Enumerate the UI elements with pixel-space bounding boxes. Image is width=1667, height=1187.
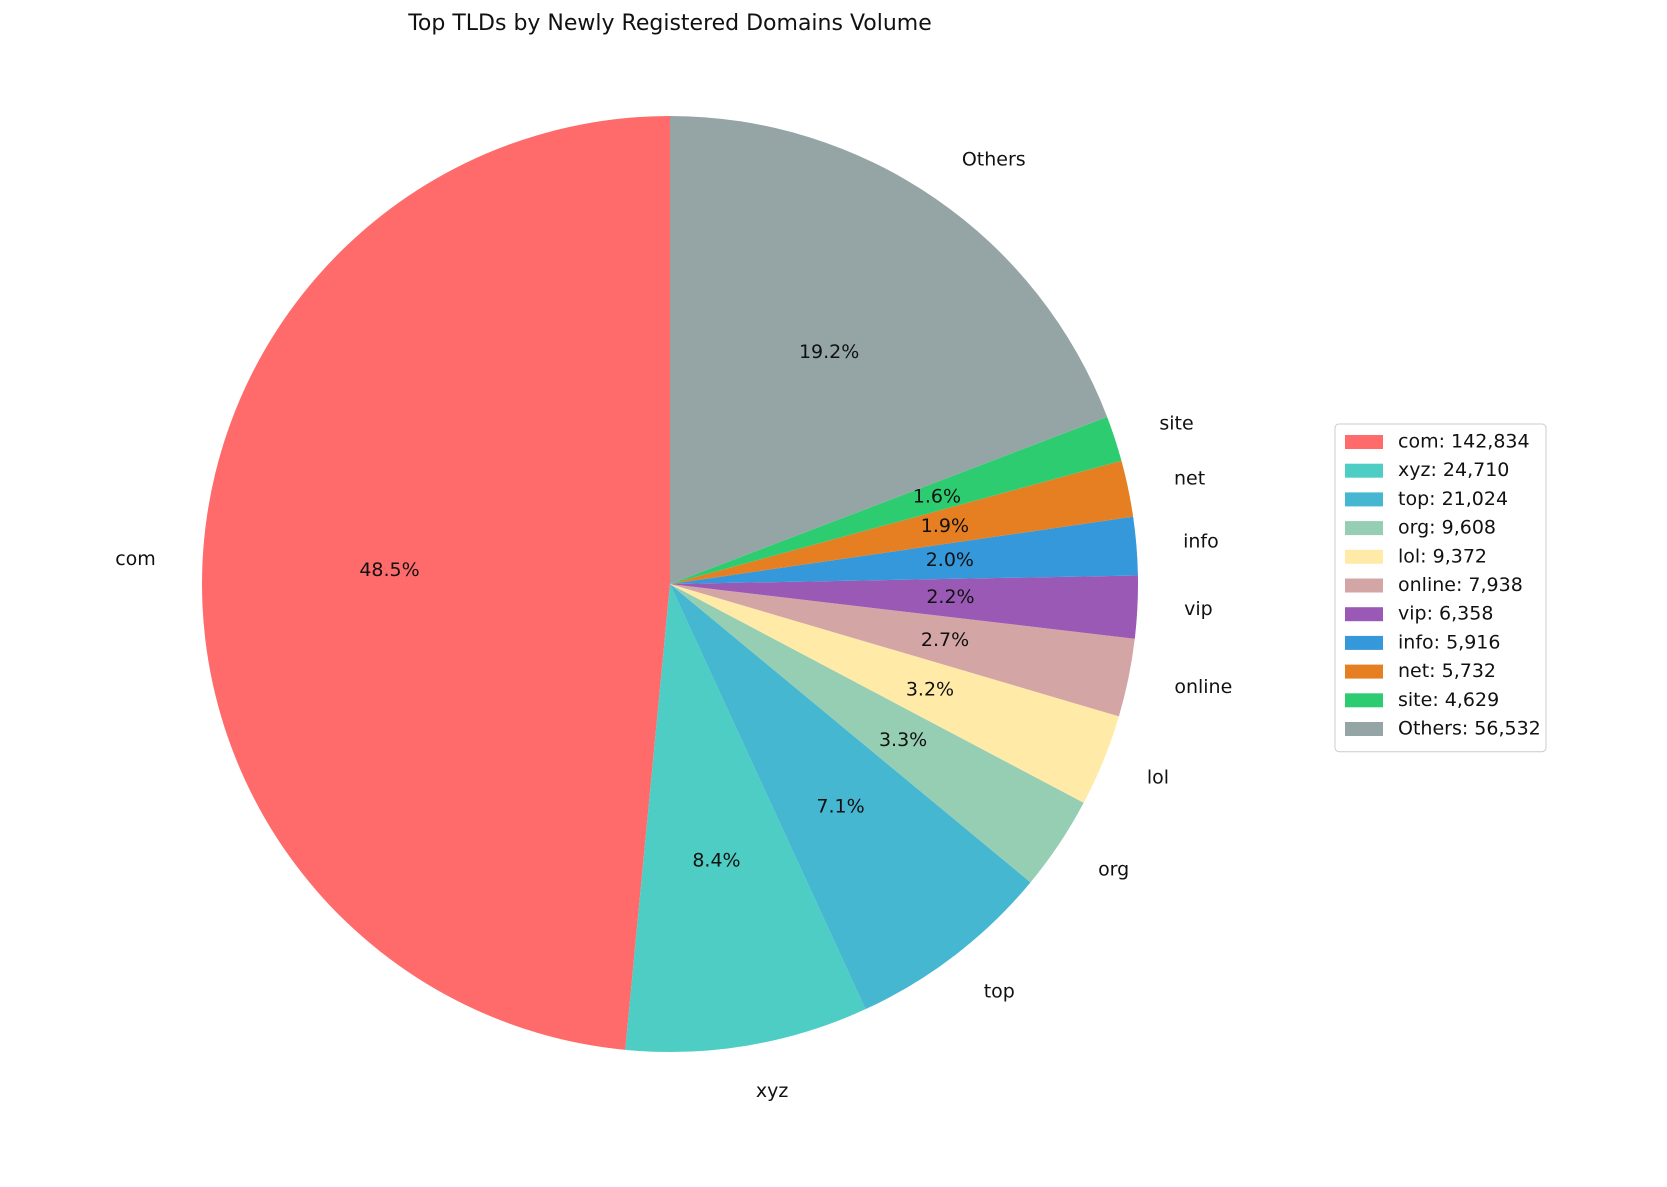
slice-label: vip <box>1184 598 1213 620</box>
percent-label: 3.2% <box>906 679 954 701</box>
pie: com 48.5% xyz 8.4% top 7.1% org 3.3% lol 3.2% onli… <box>115 116 1232 1102</box>
percent-label: 3.3% <box>879 729 927 751</box>
legend-label: org: 9,608 <box>1398 517 1496 539</box>
pie-slice <box>670 584 1119 803</box>
pie-slice <box>670 116 1108 584</box>
legend-label: lol: 9,372 <box>1398 545 1487 567</box>
legend-swatch <box>1345 578 1383 593</box>
legend-label: info: 5,916 <box>1398 631 1500 653</box>
slice-label: info <box>1183 531 1219 553</box>
legend-swatch <box>1345 607 1383 622</box>
legend-swatch <box>1345 521 1383 536</box>
pie-slice <box>670 460 1134 584</box>
percent-label: 7.1% <box>816 796 864 818</box>
percent-label: 1.9% <box>921 515 969 537</box>
slice-label: Others <box>962 148 1026 170</box>
slice-label: org <box>1098 858 1129 880</box>
percent-label: 2.2% <box>926 586 974 608</box>
legend-swatch <box>1345 492 1383 507</box>
pie-slice <box>670 575 1139 639</box>
pie-slice <box>625 584 866 1052</box>
slice-label: lol <box>1147 767 1169 789</box>
percent-label: 2.7% <box>921 629 969 651</box>
legend-swatch <box>1345 693 1383 708</box>
legend-frame <box>1334 423 1547 753</box>
legend-label: online: 7,938 <box>1398 574 1523 596</box>
slice-label: net <box>1174 467 1205 489</box>
slice-label: com <box>115 548 156 570</box>
slice-label: online <box>1174 676 1232 698</box>
percent-label: 2.0% <box>926 549 974 571</box>
legend-swatch <box>1345 664 1383 679</box>
pie-slice <box>670 416 1122 584</box>
legend: com: 142,834 xyz: 24,710 top: 21,024 org: 9… <box>1334 423 1547 753</box>
pie-slice <box>670 584 1031 1010</box>
legend-swatch <box>1345 722 1383 736</box>
percent-label: 19.2% <box>799 341 859 363</box>
percent-label: 48.5% <box>359 559 419 581</box>
pie-slice <box>670 584 1084 883</box>
legend-swatch <box>1345 463 1383 478</box>
legend-label: Others: 56,532 <box>1398 718 1541 740</box>
slice-label: site <box>1159 413 1193 435</box>
legend-swatch <box>1345 549 1383 564</box>
slice-label: top <box>984 981 1015 1003</box>
legend-label: net: 5,732 <box>1398 660 1496 682</box>
legend-label: xyz: 24,710 <box>1398 459 1509 481</box>
legend-label: vip: 6,358 <box>1398 603 1493 625</box>
percent-label: 8.4% <box>692 849 740 871</box>
legend-label: top: 21,024 <box>1398 488 1508 510</box>
legend-label: com: 142,834 <box>1398 431 1530 453</box>
chart-title: Top TLDs by Newly Registered Domains Vol… <box>407 11 932 36</box>
legend-swatch <box>1345 635 1383 650</box>
pie-slice <box>201 116 670 1050</box>
pie-slice <box>670 516 1138 584</box>
slice-label: xyz <box>756 1080 788 1102</box>
percent-label: 1.6% <box>913 485 961 507</box>
legend-label: site: 4,629 <box>1398 689 1499 711</box>
pie-slice <box>670 584 1135 717</box>
legend-swatch <box>1345 435 1383 449</box>
